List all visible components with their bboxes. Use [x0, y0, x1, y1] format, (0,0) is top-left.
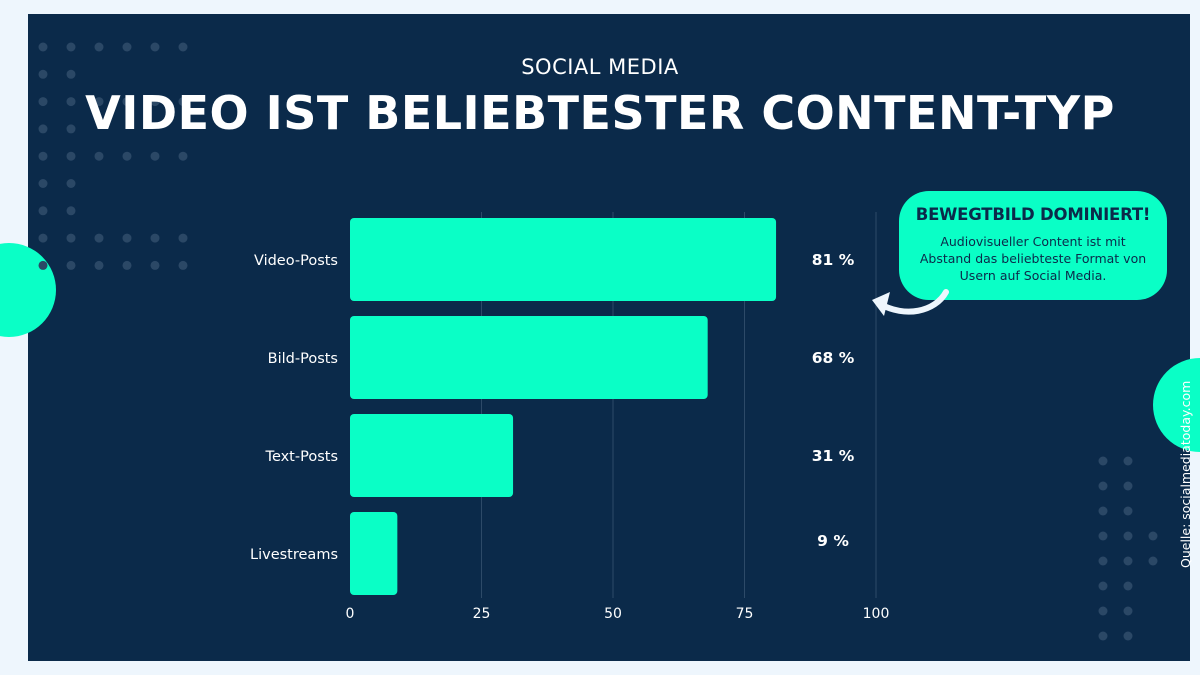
decor-dot — [1098, 606, 1108, 616]
source-label: Quelle: socialmediatoday.com — [1178, 380, 1193, 568]
decor-dot — [66, 97, 76, 107]
callout-box: BEWEGTBILD DOMINIERT! Audiovisueller Con… — [899, 191, 1167, 300]
x-tick-label: 50 — [604, 606, 622, 622]
category-label: Bild-Posts — [268, 351, 338, 367]
decor-dot — [66, 124, 76, 134]
decor-dot — [38, 97, 48, 107]
decor-dot — [94, 151, 104, 161]
decor-dot — [150, 42, 160, 52]
decor-dot — [66, 69, 76, 79]
bar — [350, 316, 708, 399]
value-label: 31 % — [812, 447, 855, 465]
decor-dot — [38, 179, 48, 188]
decor-dot — [178, 260, 188, 270]
page-title: VIDEO IST BELIEBTESTER CONTENT-TYP — [85, 86, 1115, 140]
decor-dot — [1123, 556, 1133, 566]
decor-dot — [1098, 531, 1108, 541]
decor-dot — [1098, 481, 1108, 491]
decor-dot — [1123, 506, 1133, 516]
callout-title: BEWEGTBILD DOMINIERT! — [915, 205, 1151, 224]
category-label: Text-Posts — [265, 449, 338, 465]
decor-dot — [178, 233, 188, 243]
value-label: 81 % — [812, 251, 855, 269]
decor-dot — [1098, 631, 1108, 641]
decor-dot — [1098, 456, 1108, 466]
decor-dot — [178, 97, 188, 107]
value-label: 9 % — [817, 532, 849, 550]
decor-dot — [66, 179, 76, 188]
decor-dot — [122, 233, 132, 243]
decor-dot — [178, 42, 188, 52]
x-tick-label: 75 — [736, 606, 754, 622]
decor-dot — [94, 97, 104, 107]
decor-dot — [1148, 556, 1158, 566]
callout-text: Audiovisueller Content ist mit Abstand d… — [919, 234, 1147, 283]
decor-dot — [38, 206, 48, 216]
decor-dot — [1123, 456, 1133, 466]
decor-dot — [1123, 481, 1133, 491]
decor-dot — [38, 42, 48, 52]
decor-dot — [1123, 631, 1133, 641]
decor-dot — [38, 69, 48, 79]
decor-dot — [94, 233, 104, 243]
x-tick-label: 25 — [473, 606, 491, 622]
decor-dot — [66, 206, 76, 216]
decor-dot — [38, 233, 48, 243]
decor-dot — [66, 260, 76, 270]
decor-dot — [122, 260, 132, 270]
decor-dot — [1123, 581, 1133, 591]
bar — [350, 512, 398, 595]
decor-dot — [150, 260, 160, 270]
subtitle: SOCIAL MEDIA — [521, 55, 679, 79]
decor-dot — [150, 233, 160, 243]
decor-dot — [150, 151, 160, 161]
category-label: Video-Posts — [254, 253, 338, 269]
decor-dot — [1098, 506, 1108, 516]
decor-dot — [38, 151, 48, 161]
decor-dot — [66, 42, 76, 52]
decor-dot — [66, 151, 76, 161]
decor-dot — [122, 42, 132, 52]
x-tick-label: 0 — [346, 606, 355, 622]
decor-dot — [1123, 606, 1133, 616]
bar — [350, 414, 514, 497]
decor-dot — [122, 151, 132, 161]
decor-dot — [1148, 531, 1158, 541]
decor-dot — [38, 260, 48, 270]
bar — [350, 218, 777, 301]
decor-dot — [178, 151, 188, 161]
decor-dot — [66, 233, 76, 243]
decor-dot — [1098, 556, 1108, 566]
decor-dot — [150, 97, 160, 107]
decor-dot — [94, 260, 104, 270]
decor-dot — [94, 42, 104, 52]
x-tick-label: 100 — [863, 606, 890, 622]
category-label: Livestreams — [250, 547, 338, 563]
decor-dot — [1098, 581, 1108, 591]
decor-dot — [38, 124, 48, 134]
value-label: 68 % — [812, 349, 855, 367]
decor-dot — [122, 97, 132, 107]
decor-dot — [1123, 531, 1133, 541]
